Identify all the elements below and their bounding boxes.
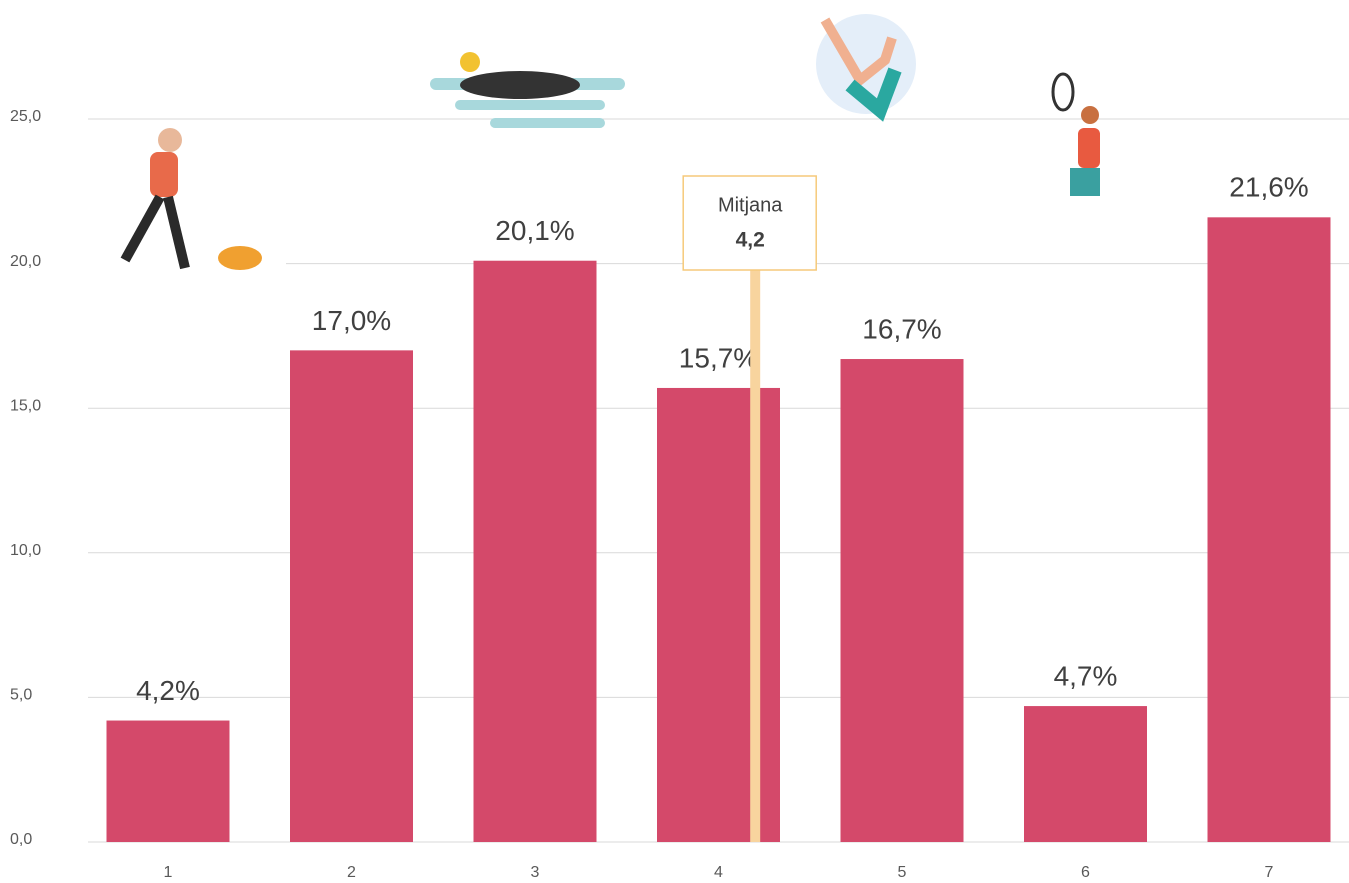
- tennis-shorts: [1070, 168, 1100, 196]
- tennis-body: [1078, 128, 1100, 168]
- mean-annotation: Mitjana 4,2: [682, 175, 817, 842]
- data-label: 4,7%: [1054, 660, 1118, 691]
- x-tick-label: 3: [531, 864, 540, 881]
- bar: [840, 359, 964, 842]
- y-tick-label: 15,0: [10, 397, 41, 414]
- runner-body: [150, 152, 178, 197]
- swimmer-water: [455, 100, 605, 110]
- bar: [1024, 706, 1147, 842]
- dog: [218, 246, 262, 270]
- x-tick-label: 5: [898, 864, 907, 881]
- x-tick-label: 1: [164, 864, 173, 881]
- data-label: 16,7%: [862, 313, 941, 344]
- y-tick-label: 5,0: [10, 687, 32, 704]
- swimmer-body: [460, 71, 580, 99]
- swimmer-cap: [460, 52, 480, 72]
- runner-leg: [163, 195, 190, 270]
- tennis-racket: [1051, 72, 1075, 112]
- mean-value: 4,2: [736, 229, 765, 252]
- yoga-figure: [820, 17, 897, 88]
- mean-box: [682, 175, 817, 271]
- bar: [1207, 217, 1331, 842]
- data-label: 15,7%: [679, 342, 758, 373]
- x-tick-label: 2: [347, 864, 356, 881]
- data-label: 17,0%: [312, 305, 391, 336]
- bar: [473, 260, 597, 842]
- data-label: 21,6%: [1229, 172, 1308, 203]
- y-tick-label: 20,0: [10, 253, 41, 270]
- runner-head: [158, 128, 182, 152]
- bar: [106, 720, 230, 842]
- y-tick-label: 0,0: [10, 831, 32, 848]
- x-tick-label: 6: [1081, 864, 1090, 881]
- y-tick-label: 10,0: [10, 542, 41, 559]
- mean-label: Mitjana: [718, 194, 783, 216]
- y-tick-label: 25,0: [10, 108, 41, 125]
- tennis-head: [1081, 106, 1099, 124]
- x-tick-label: 4: [714, 864, 723, 881]
- data-label: 20,1%: [495, 215, 574, 246]
- yoga-figure: [845, 67, 902, 122]
- bar: [657, 387, 780, 842]
- x-tick-label: 7: [1265, 864, 1274, 881]
- data-label: 4,2%: [136, 675, 200, 706]
- bar: [290, 350, 413, 842]
- runner-leg: [120, 194, 165, 263]
- illustrations: [88, 14, 1100, 292]
- swimmer-water: [490, 118, 605, 128]
